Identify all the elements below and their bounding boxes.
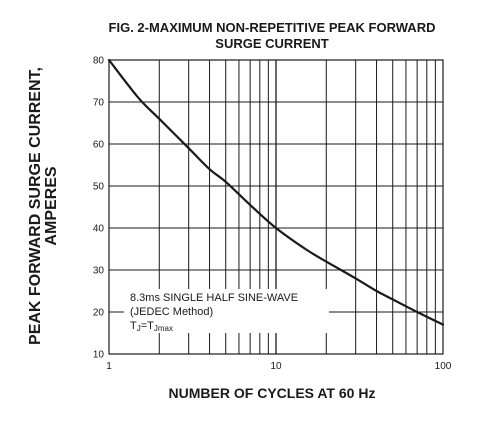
annotation-line-2: (JEDEC Method) xyxy=(130,306,213,318)
y-tick-label-30: 30 xyxy=(93,266,105,277)
series-line xyxy=(107,58,445,326)
x-tick-label-1: 1 xyxy=(106,361,112,372)
annotation-line-3-prefix: T xyxy=(130,320,137,332)
y-axis-label: PEAK FORWARD SURGE CURRENT, AMPERES xyxy=(27,67,60,345)
y-tick-label-70: 70 xyxy=(93,98,105,109)
chart-title: FIG. 2-MAXIMUM NON-REPETITIVE PEAK FORWA… xyxy=(109,20,436,51)
chart-title-line-2: SURGE CURRENT xyxy=(215,36,328,51)
x-tick-label-100: 100 xyxy=(435,361,452,372)
plot-frame xyxy=(108,59,444,355)
y-tick-label-80: 80 xyxy=(93,56,105,67)
annotation-background xyxy=(124,289,329,333)
annotation-line-3: TJ=TJmax xyxy=(130,320,173,333)
annotation-line-1: 8.3ms SINGLE HALF SINE-WAVE xyxy=(130,292,298,304)
y-tick-label-40: 40 xyxy=(93,224,105,235)
chart-title-line-1: FIG. 2-MAXIMUM NON-REPETITIVE PEAK FORWA… xyxy=(109,20,436,35)
y-tick-label-50: 50 xyxy=(93,182,105,193)
annotation-box: 8.3ms SINGLE HALF SINE-WAVE (JEDEC Metho… xyxy=(124,289,329,333)
x-tick-label-10: 10 xyxy=(270,361,282,372)
y-axis-label-line-1: PEAK FORWARD SURGE CURRENT, xyxy=(27,67,44,345)
y-axis-label-line-2: AMPERES xyxy=(43,166,60,245)
annotation-line-3-mid: =T xyxy=(141,320,154,332)
x-axis-label: NUMBER OF CYCLES AT 60 Hz xyxy=(169,385,376,401)
y-tick-label-10: 10 xyxy=(93,350,105,361)
annotation-line-3-sub1: J xyxy=(137,324,141,333)
y-tick-label-20: 20 xyxy=(93,308,105,319)
y-tick-label-60: 60 xyxy=(93,140,105,151)
annotation-line-3-sub2: Jmax xyxy=(154,324,173,333)
